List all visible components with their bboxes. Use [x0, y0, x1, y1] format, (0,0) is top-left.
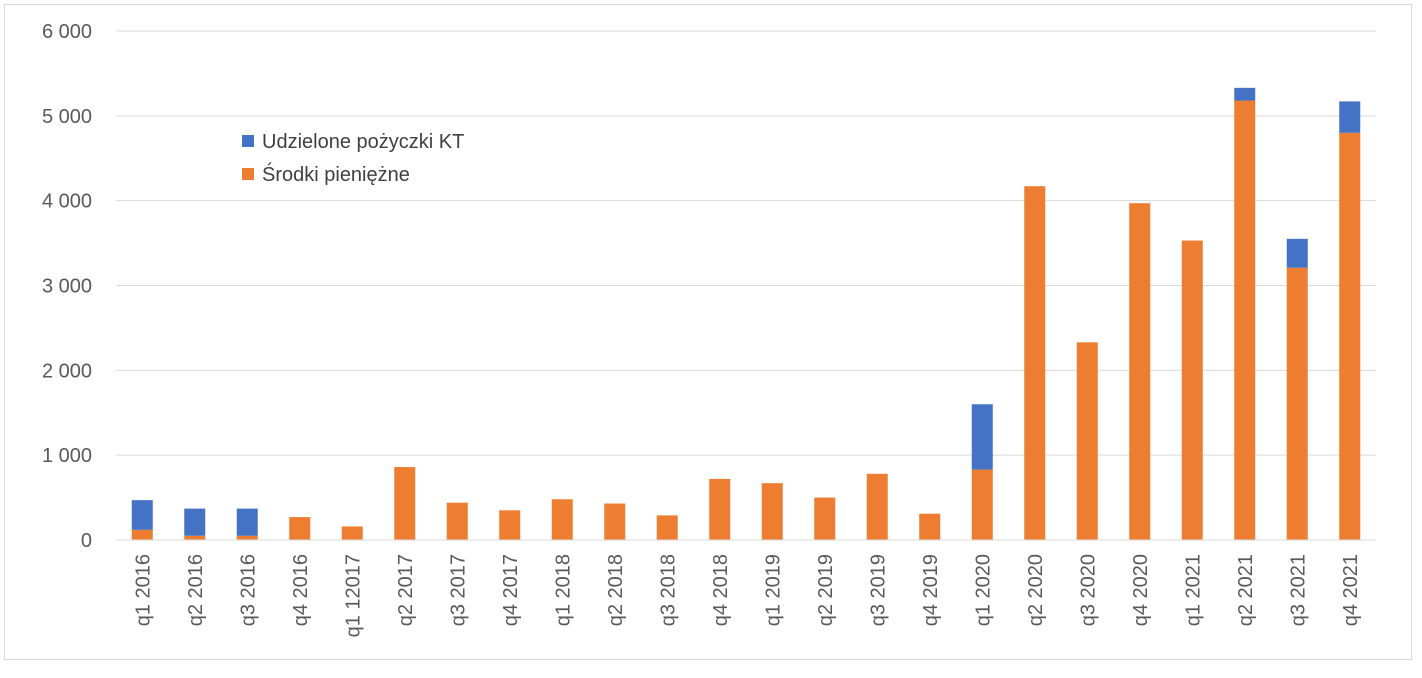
x-tick-label: q2 2017: [395, 554, 417, 626]
bar-srodki-pieniezne: [446, 502, 468, 540]
x-tick-label: q4 2019: [920, 554, 942, 626]
y-tick-label: 6 000: [42, 21, 92, 43]
x-tick-label: q4 2016: [290, 554, 312, 626]
bar-srodki-pieniezne: [761, 483, 783, 540]
x-tick-label: q2 2016: [185, 554, 207, 626]
bar-udzielone-pozyczki: [1234, 87, 1256, 101]
x-tick-label: q4 2020: [1130, 554, 1152, 626]
bar-srodki-pieniezne: [1181, 240, 1203, 540]
x-tick-label: q4 2021: [1340, 554, 1362, 626]
x-tick-label: q4 2018: [710, 554, 732, 626]
bar-srodki-pieniezne: [1339, 132, 1361, 541]
legend-label: Środki pieniężne: [262, 162, 410, 186]
legend-swatch: [242, 135, 254, 147]
bar-srodki-pieniezne: [919, 513, 941, 540]
legend: Udzielone pożyczki KT Środki pieniężne: [242, 131, 464, 186]
bar-srodki-pieniezne: [814, 497, 836, 540]
bars: [131, 87, 1361, 541]
x-tick-label: q2 2019: [815, 554, 837, 626]
y-tick-label: 4 000: [42, 191, 92, 213]
x-axis: q1 2016 q2 2016 q3 2016 q4 2016 q1 12017 q2 2…: [116, 539, 1376, 637]
x-tick-label: q1 2016: [132, 554, 154, 626]
y-tick-label: 3 000: [42, 276, 92, 298]
bar-srodki-pieniezne: [1286, 267, 1308, 540]
bar-srodki-pieniezne: [866, 473, 888, 540]
bar-srodki-pieniezne: [1024, 186, 1046, 540]
bar-udzielone-pozyczki: [1286, 238, 1308, 268]
x-tick-label: q2 2021: [1235, 554, 1257, 626]
bar-srodki-pieniezne: [971, 469, 993, 540]
bar-srodki-pieniezne: [289, 517, 311, 540]
x-tick-label: q3 2020: [1077, 554, 1099, 626]
x-tick-label: q3 2017: [447, 554, 469, 626]
legend-label: Udzielone pożyczki KT: [262, 131, 464, 153]
x-tick-label: q1 2020: [972, 554, 994, 626]
bar-srodki-pieniezne: [656, 515, 678, 540]
y-axis: 0 1 000 2 000 3 000 4 000 5 000 6 000: [42, 21, 92, 552]
bar-srodki-pieniezne: [131, 529, 153, 540]
x-tick-label: q3 2021: [1287, 554, 1309, 626]
bar-srodki-pieniezne: [236, 535, 258, 540]
x-tick-label: q3 2016: [237, 554, 259, 626]
y-tick-label: 2 000: [42, 360, 92, 382]
bar-udzielone-pozyczki: [236, 508, 258, 536]
x-tick-label: q3 2019: [867, 554, 889, 626]
legend-swatch: [242, 168, 254, 180]
bar-udzielone-pozyczki: [971, 404, 993, 470]
bar-srodki-pieniezne: [1129, 203, 1151, 540]
bar-srodki-pieniezne: [394, 467, 416, 540]
x-tick-label: q1 2018: [552, 554, 574, 626]
x-tick-label: q3 2018: [657, 554, 679, 626]
chart-frame: [4, 4, 1412, 660]
bar-udzielone-pozyczki: [1339, 101, 1361, 133]
y-tick-label: 5 000: [42, 106, 92, 128]
x-tick-label: q2 2018: [605, 554, 627, 626]
bar-srodki-pieniezne: [604, 503, 626, 540]
bar-srodki-pieniezne: [341, 526, 363, 540]
bar-udzielone-pozyczki: [184, 508, 206, 536]
x-tick-label: q1 12017: [342, 554, 364, 637]
bar-srodki-pieniezne: [1076, 342, 1098, 540]
x-tick-label: q2 2020: [1025, 554, 1047, 626]
y-tick-label: 0: [81, 530, 92, 552]
x-tick-label: q1 2019: [762, 554, 784, 626]
bar-srodki-pieniezne: [184, 535, 206, 540]
x-tick-label: q1 2021: [1182, 554, 1204, 626]
y-tick-label: 1 000: [42, 445, 92, 467]
bar-srodki-pieniezne: [1234, 100, 1256, 541]
bar-srodki-pieniezne: [499, 510, 521, 540]
x-tick-label: q4 2017: [500, 554, 522, 626]
bar-srodki-pieniezne: [551, 499, 573, 540]
bar-srodki-pieniezne: [709, 478, 731, 540]
bar-udzielone-pozyczki: [131, 500, 153, 530]
